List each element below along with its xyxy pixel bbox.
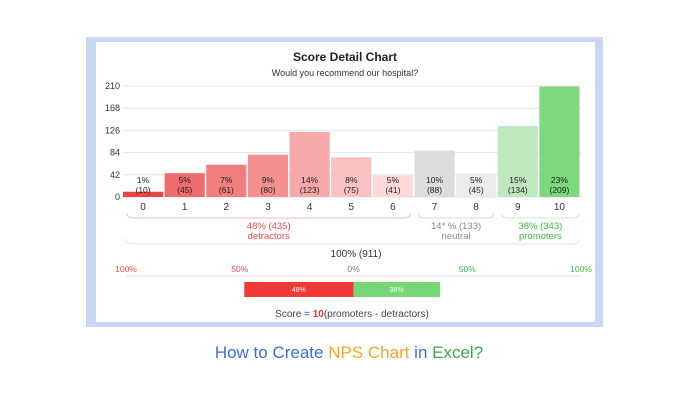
caption-part-4: Excel? <box>432 343 484 362</box>
detractors-bracket <box>126 213 411 219</box>
promoters-split-bar <box>353 282 440 297</box>
bar-5 <box>331 157 372 197</box>
bar-1 <box>164 173 205 197</box>
caption-part-2: NPS Chart <box>328 343 410 362</box>
promoters-split-label: 38% <box>390 287 404 294</box>
bar-2 <box>206 164 247 197</box>
nps-chart: Score Detail Chart Would you recommend ou… <box>105 50 592 320</box>
x-tick-label: 4 <box>307 202 313 213</box>
scale-tick-label: 50% <box>459 264 476 274</box>
bar-count-label: (134) <box>508 185 528 195</box>
chart-title: Score Detail Chart <box>293 50 397 64</box>
detractors-split-bar <box>244 282 354 297</box>
group-value-label: 14* % (133) <box>431 221 481 232</box>
bar-count-label: (80) <box>260 185 275 195</box>
y-tick-label: 168 <box>105 103 120 113</box>
x-tick-label: 3 <box>265 202 271 213</box>
group-name-label: promoters <box>519 231 562 242</box>
bar-percent-label: 1% <box>137 175 150 185</box>
group-name-label: neutral <box>442 231 471 242</box>
scale-tick-label: 100% <box>570 264 592 274</box>
bar-percent-label: 14% <box>301 175 318 185</box>
neutral-bracket <box>417 213 495 219</box>
bar-9 <box>497 126 538 197</box>
bar-count-label: (88) <box>427 185 442 195</box>
bar-percent-label: 5% <box>179 175 192 185</box>
bar-10 <box>539 86 580 197</box>
total-label: 100% (911) <box>331 249 382 260</box>
score-prefix: Score = <box>275 309 313 320</box>
bar-percent-label: 8% <box>345 175 358 185</box>
group-name-label: detractors <box>248 231 290 242</box>
y-tick-label: 84 <box>110 148 120 158</box>
bar-percent-label: 10% <box>426 175 443 185</box>
y-tick-label: 126 <box>105 125 120 135</box>
bar-count-label: (45) <box>177 185 192 195</box>
bar-3 <box>247 154 289 197</box>
x-tick-label: 0 <box>140 202 146 213</box>
bar-count-label: (41) <box>385 185 400 195</box>
group-value-label: 48% (435) <box>247 221 291 232</box>
bar-count-label: (75) <box>344 185 359 195</box>
x-tick-label: 1 <box>182 202 188 213</box>
bar-percent-label: 23% <box>551 175 568 185</box>
score-label: Score = 10(promoters - detractors) <box>275 309 429 320</box>
bar-count-label: (209) <box>550 185 570 195</box>
total-bracket <box>124 238 580 245</box>
bar-8 <box>456 173 497 197</box>
x-tick-label: 8 <box>473 202 479 213</box>
chart-panel: Score Detail Chart Would you recommend ou… <box>96 42 595 322</box>
x-tick-label: 9 <box>515 202 521 213</box>
bar-7 <box>414 150 455 197</box>
x-tick-label: 5 <box>348 202 354 213</box>
bar-6 <box>372 175 413 197</box>
scale-tick-label: 0% <box>347 264 360 274</box>
bar-4 <box>289 131 330 197</box>
bar-count-label: (45) <box>469 185 484 195</box>
x-tick-label: 10 <box>554 202 566 213</box>
promoters-bracket <box>501 213 580 219</box>
bar-0 <box>123 191 164 197</box>
bar-percent-label: 15% <box>509 175 526 185</box>
caption-part-1: How to Create <box>214 343 329 362</box>
x-tick-label: 2 <box>224 202 230 213</box>
detractors-split-label: 48% <box>292 287 306 294</box>
scale-tick-label: 100% <box>115 264 137 274</box>
bar-percent-label: 9% <box>262 175 275 185</box>
score-value: 10 <box>313 309 325 320</box>
caption: How to Create NPS Chart in Excel? <box>0 343 698 363</box>
chart-subtitle: Would you recommend our hospital? <box>272 68 418 78</box>
bar-percent-label: 7% <box>220 175 233 185</box>
bar-count-label: (10) <box>136 185 151 195</box>
y-tick-label: 42 <box>110 170 120 180</box>
bar-count-label: (123) <box>300 185 320 195</box>
group-value-label: 38% (343) <box>518 221 562 232</box>
x-tick-label: 7 <box>432 202 438 213</box>
y-tick-label: 210 <box>105 81 120 91</box>
caption-part-3: in <box>409 343 433 362</box>
bar-percent-label: 5% <box>387 175 400 185</box>
x-tick-label: 6 <box>390 202 396 213</box>
score-suffix: (promoters - detractors) <box>324 309 429 320</box>
bar-percent-label: 5% <box>470 175 483 185</box>
scale-tick-label: 50% <box>231 264 248 274</box>
y-tick-label: 0 <box>115 192 120 202</box>
bar-count-label: (61) <box>219 185 234 195</box>
